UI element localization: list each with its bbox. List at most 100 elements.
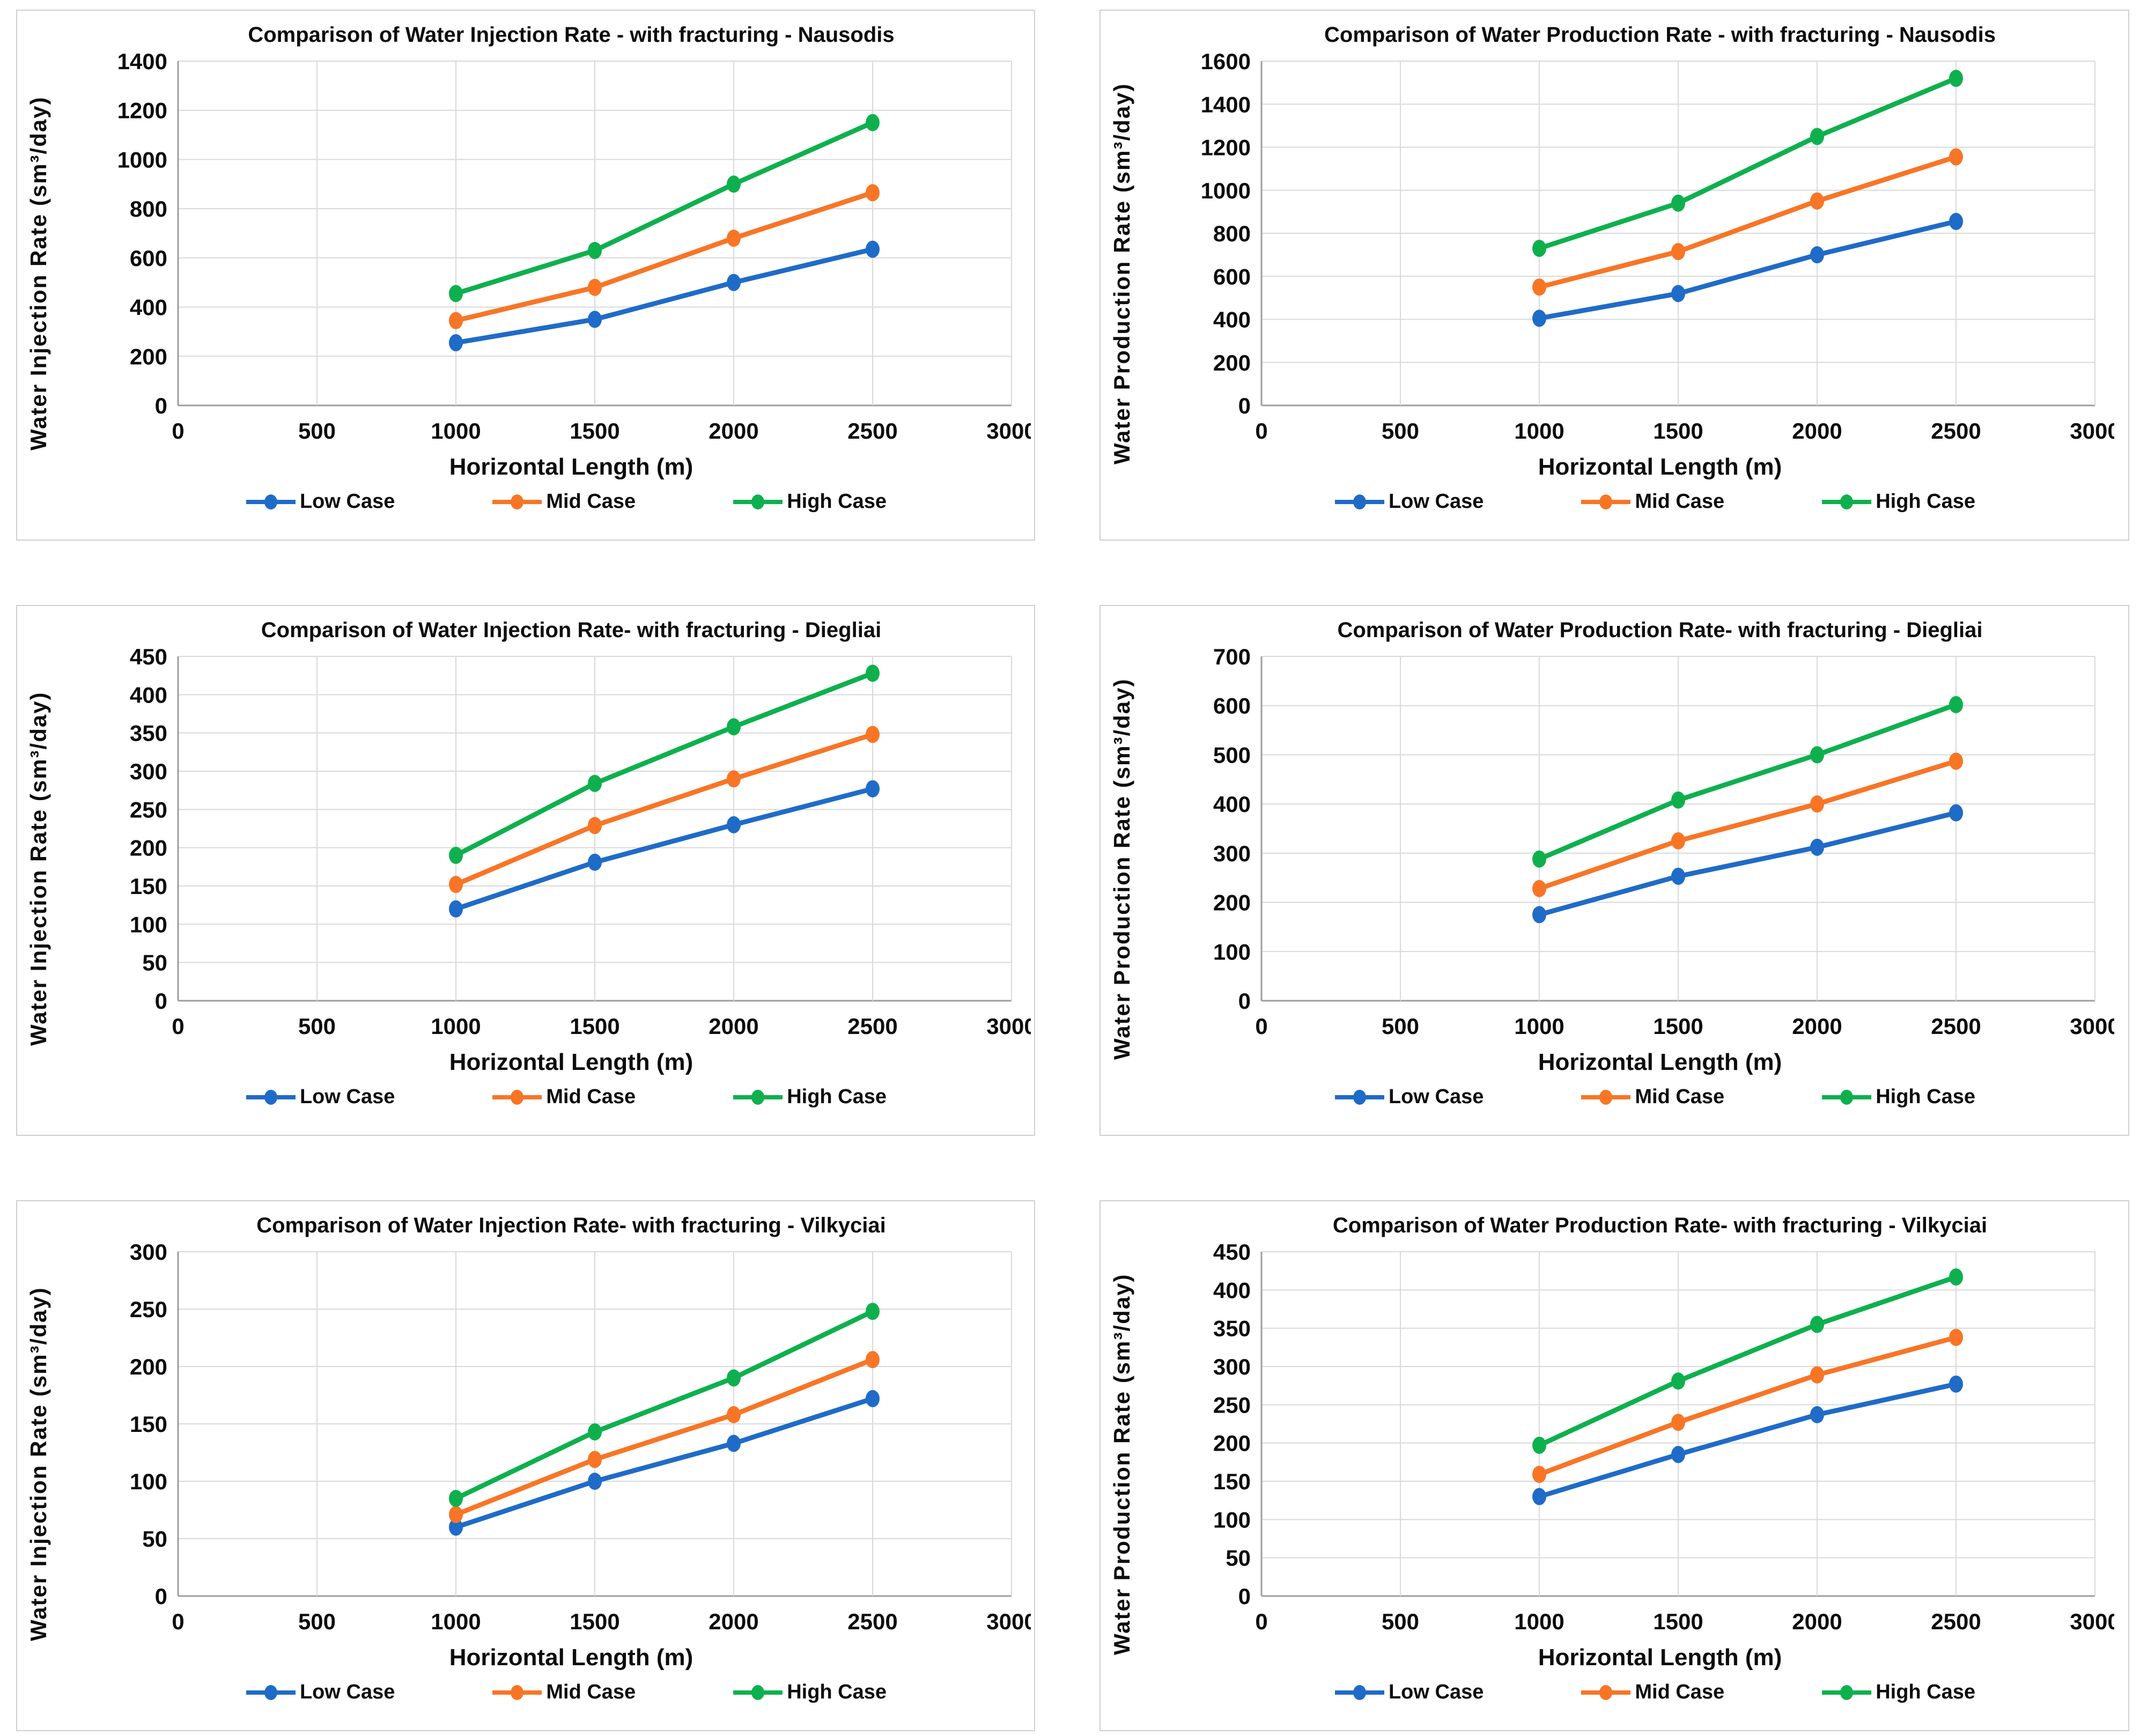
data-point-marker xyxy=(1671,867,1685,885)
data-point-marker xyxy=(727,230,741,247)
legend-label: Low Case xyxy=(299,1681,395,1703)
data-point-marker xyxy=(866,1390,880,1407)
y-tick-label: 1200 xyxy=(117,98,167,123)
legend-item-high-case: High Case xyxy=(732,490,887,513)
data-point-marker xyxy=(727,175,741,193)
legend-dot xyxy=(511,494,524,509)
legend-marker-icon xyxy=(246,1685,296,1700)
y-tick-label: 250 xyxy=(130,797,167,822)
data-point-marker xyxy=(727,718,741,736)
y-tick-label: 700 xyxy=(1213,649,1251,669)
chart-title: Comparison of Water Injection Rate- with… xyxy=(261,618,882,642)
legend-label: High Case xyxy=(787,1681,887,1703)
legend-item-high-case: High Case xyxy=(732,1085,887,1109)
series-line-mid-case xyxy=(1537,1335,1959,1477)
legend-item-low-case: Low Case xyxy=(245,1085,395,1109)
data-point-marker xyxy=(449,334,463,352)
plot-area: 0 100 200 300 400 500 600 700 0 500 1000 1500 2000 25… xyxy=(1213,649,2114,1039)
series-line-mid-case xyxy=(1537,758,1959,891)
legend-dot xyxy=(511,1089,524,1105)
legend-dot xyxy=(1599,1089,1613,1105)
data-point-marker xyxy=(866,726,880,743)
legend-marker-icon xyxy=(246,494,296,509)
legend-label: High Case xyxy=(1876,490,1976,513)
data-point-marker xyxy=(1671,285,1685,302)
legend-item-low-case: Low Case xyxy=(245,490,395,513)
data-point-marker xyxy=(727,770,741,788)
y-tick-label: 1400 xyxy=(117,54,167,74)
legend-label: Low Case xyxy=(299,1085,395,1108)
legend-marker-icon xyxy=(1334,494,1384,509)
data-point-marker xyxy=(1949,752,1963,770)
legend-dot xyxy=(751,1685,765,1700)
data-point-marker xyxy=(588,1473,602,1490)
chart-title: Comparison of Water Production Rate- wit… xyxy=(1332,1214,1988,1237)
x-axis-label: Horizontal Length (m) xyxy=(449,1049,693,1075)
data-point-marker xyxy=(449,285,463,302)
chart-panel-production-nausodis: Comparison of Water Production Rate - wi… xyxy=(1099,10,2129,541)
legend-label: High Case xyxy=(787,490,887,513)
data-point-marker xyxy=(1810,192,1824,210)
y-tick-label: 0 xyxy=(1238,1584,1251,1609)
legend-dot xyxy=(1599,1685,1613,1700)
y-tick-label: 400 xyxy=(130,682,167,707)
legend-item-low-case: Low Case xyxy=(1334,490,1484,513)
data-point-marker xyxy=(1532,850,1546,868)
y-tick-label: 400 xyxy=(1213,792,1251,817)
data-point-marker xyxy=(588,853,602,871)
x-tick-label: 1500 xyxy=(1653,418,1703,444)
y-tick-label: 800 xyxy=(130,196,167,221)
legend-item-mid-case: Mid Case xyxy=(491,1681,636,1704)
plot-area: 0 200 400 600 800 1000 1200 1400 0 500 1000 1500 200… xyxy=(117,54,1031,444)
y-axis-label: Water Production Rate (sm³/day) xyxy=(1109,1273,1134,1655)
x-tick-label: 2500 xyxy=(1931,418,1981,444)
legend-marker-icon xyxy=(733,494,783,509)
y-tick-label: 250 xyxy=(130,1297,167,1322)
legend-marker-icon xyxy=(733,1089,783,1105)
y-tick-label: 250 xyxy=(1213,1392,1251,1417)
y-tick-label: 100 xyxy=(130,1469,167,1494)
x-tick-label: 2500 xyxy=(1931,1014,1981,1039)
data-point-marker xyxy=(1949,70,1963,87)
y-tick-label: 1600 xyxy=(1201,54,1251,74)
y-tick-label: 200 xyxy=(1213,890,1251,915)
x-axis-label: Horizontal Length (m) xyxy=(449,1644,693,1671)
legend-item-high-case: High Case xyxy=(1821,1085,1975,1109)
y-tick-label: 800 xyxy=(1213,221,1251,246)
data-point-marker xyxy=(1810,246,1824,264)
x-tick-label: 500 xyxy=(1382,1609,1419,1634)
series-line-low-case xyxy=(453,786,875,912)
chart-body: Water Injection Rate (sm³/day) 0 50 100 150… xyxy=(17,1244,1034,1641)
legend: Low Case Mid Case High Case xyxy=(1101,1681,2128,1704)
data-point-marker xyxy=(449,1506,463,1524)
y-tick-label: 600 xyxy=(130,246,167,271)
y-tick-label: 50 xyxy=(142,1526,167,1552)
y-axis-label: Water Production Rate (sm³/day) xyxy=(1109,678,1134,1060)
data-point-marker xyxy=(1810,128,1824,145)
legend-item-mid-case: Mid Case xyxy=(491,1085,636,1109)
data-point-marker xyxy=(866,780,880,797)
legend-marker-icon xyxy=(492,1685,542,1700)
x-tick-label: 500 xyxy=(298,1609,336,1634)
legend-label: Low Case xyxy=(1388,490,1484,513)
legend-label: High Case xyxy=(1876,1681,1976,1703)
legend-dot xyxy=(1840,494,1854,509)
x-tick-label: 2500 xyxy=(847,1014,897,1039)
legend-item-high-case: High Case xyxy=(1821,1681,1975,1704)
data-point-marker xyxy=(1532,880,1546,897)
series-line-mid-case xyxy=(453,1357,875,1517)
legend: Low Case Mid Case High Case xyxy=(17,490,1034,513)
data-point-marker xyxy=(727,1369,741,1387)
y-tick-label: 400 xyxy=(1213,307,1251,333)
legend-item-mid-case: Mid Case xyxy=(1580,1681,1724,1704)
legend-label: Mid Case xyxy=(1635,1085,1725,1108)
chart-body: Water Injection Rate (sm³/day) 0 50 100 150… xyxy=(17,649,1034,1046)
data-point-marker xyxy=(1810,746,1824,764)
series-line-mid-case xyxy=(1537,154,1959,290)
x-tick-label: 1500 xyxy=(1653,1609,1703,1634)
data-point-marker xyxy=(1671,1372,1685,1390)
chart-panel-injection-diegliai: Comparison of Water Injection Rate- with… xyxy=(16,605,1035,1136)
y-axis-label: Water Injection Rate (sm³/day) xyxy=(26,691,51,1046)
